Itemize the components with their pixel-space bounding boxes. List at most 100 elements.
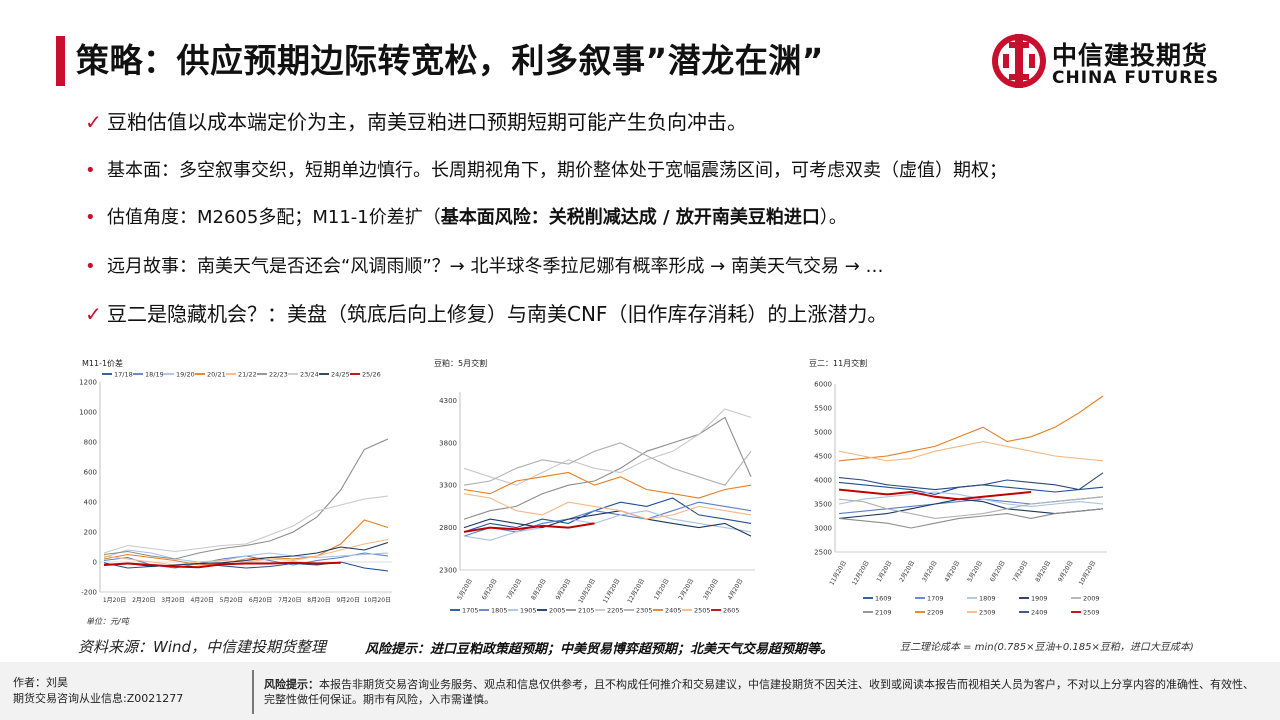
y-tick-label: 5000 xyxy=(814,429,832,437)
legend-label: 2009 xyxy=(1083,595,1100,603)
bullet-item: • 远月故事：南美天气是否还会“风调雨顺”？→ 北半球冬季拉尼娜有概率形成 → 南… xyxy=(85,252,884,278)
series-line-1909 xyxy=(838,498,1104,519)
bullet-item: ✓ 豆二是隐藏机会？：美盘（筑底后向上修复）与南美CNF（旧作库存消耗）的上涨潜力… xyxy=(85,298,887,327)
legend-label: 18/19 xyxy=(145,371,164,379)
legend-label: 21/22 xyxy=(238,371,257,379)
series-line-2409 xyxy=(838,472,1104,491)
y-tick-label: 1000 xyxy=(79,409,97,417)
series-line-2509 xyxy=(838,488,1032,501)
x-tick-label: 7月20日 xyxy=(278,597,301,604)
logo-english-name: CHINA FUTURES xyxy=(1052,68,1220,88)
x-tick-label: 12月20日 xyxy=(626,578,646,605)
bullet-dot-icon: • xyxy=(85,256,96,277)
unit-note: 单位：元/吨 xyxy=(86,617,130,626)
legend-label: 2109 xyxy=(875,609,892,617)
bullet-item: ✓ 豆粕估值以成本端定价为主，南美豆粕进口预期短期可能产生负向冲击。 xyxy=(85,106,747,135)
x-tick-label: 7月20日 xyxy=(505,578,523,602)
series-line-21-22 xyxy=(103,538,389,566)
y-tick-label: 200 xyxy=(84,529,97,537)
x-tick-label: 3月20日 xyxy=(921,560,939,584)
chart-title: 豆二：11月交割 xyxy=(809,358,867,368)
formula-note: 豆二理论成本 = min(0.785×豆油+0.185×豆粕，进口大豆成本) xyxy=(900,642,1194,653)
x-tick-label: 2月20日 xyxy=(898,560,916,584)
risk-note: 风险提示：进口豆粕政策超预期；中美贸易博弈超预期；北美天气交易超预期等。 xyxy=(365,642,834,657)
y-tick-label: 800 xyxy=(84,439,97,447)
legend-label: 1709 xyxy=(927,595,944,603)
y-tick-label: 4500 xyxy=(814,453,832,461)
series-line-1705 xyxy=(463,497,752,533)
logo-chinese-name: 中信建投期货 xyxy=(1052,41,1209,70)
bullet-text: 估值角度：M2605多配；M11-1价差扩（ xyxy=(107,207,441,228)
x-tick-label: 10月20日 xyxy=(577,578,597,605)
series-line-2605 xyxy=(463,522,595,533)
y-tick-label: 0 xyxy=(93,559,97,567)
footer-author: 作者：刘昊 xyxy=(13,676,68,689)
legend-label: 2509 xyxy=(1083,609,1100,617)
bullet-item: • 基本面：多空叙事交织，短期单边慎行。长周期视角下，期价整体处于宽幅震荡区间，可… xyxy=(85,156,1007,182)
footer-risk: 风险提示：本报告非期货交易咨询业务服务、观点和信息仅供参考，且不构成任何推介和交… xyxy=(264,677,1254,707)
bullet-dot-icon: • xyxy=(85,160,96,181)
series-line-2205 xyxy=(463,408,752,486)
x-tick-label: 5月20日 xyxy=(456,578,474,602)
legend-label: 24/25 xyxy=(331,371,350,379)
x-tick-label: 3月20日 xyxy=(702,578,720,602)
x-tick-label: 10月20日 xyxy=(1078,560,1098,587)
bullet-item: • 估值角度：M2605多配；M11-1价差扩（基本面风险：关税削减达成 / 放开… xyxy=(85,203,847,229)
y-tick-label: 3800 xyxy=(439,439,457,447)
legend-label: 2005 xyxy=(549,607,566,615)
footer-divider xyxy=(252,670,254,714)
legend-label: 1809 xyxy=(979,595,996,603)
chart-svg: 豆粕：5月交割 4300 3800 3300 2800 2300 5月20日 6月20日 7月2… xyxy=(434,358,755,615)
series-line-2505 xyxy=(463,493,752,520)
bullet-text-bold: 基本面风险：关税削减达成 / 放开南美豆粕进口 xyxy=(440,207,820,228)
x-tick-label: 11月20日 xyxy=(828,560,848,587)
y-tick-label: 2300 xyxy=(439,567,457,575)
series-line-24-25 xyxy=(103,541,389,568)
x-tick-label: 1月20日 xyxy=(653,578,671,602)
x-tick-label: 6月20日 xyxy=(481,578,499,602)
series-line-2405 xyxy=(463,471,752,499)
legend-label: 17/18 xyxy=(114,371,133,379)
legend-label: 2605 xyxy=(723,607,740,615)
y-tick-label: 6000 xyxy=(814,381,832,389)
x-tick-label: 9月20日 xyxy=(555,578,573,602)
footer-risk-label: 风险提示： xyxy=(264,678,319,691)
series-line-23-24 xyxy=(103,495,389,554)
x-tick-label: 3月20日 xyxy=(161,597,184,604)
series-line-1809 xyxy=(838,491,1104,507)
legend-label: 2409 xyxy=(1031,609,1048,617)
series-line-19-20 xyxy=(103,549,389,563)
y-tick-label: 5500 xyxy=(814,405,832,413)
legend-label: 2305 xyxy=(636,607,653,615)
x-tick-label: 6月20日 xyxy=(989,560,1007,584)
footer-bar xyxy=(0,662,1280,720)
x-tick-label: 2月20日 xyxy=(132,597,155,604)
legend-label: 1909 xyxy=(1031,595,1048,603)
page-title: 策略：供应预期边际转宽松，利多叙事”潜龙在渊” xyxy=(76,41,824,80)
legend-label: 2405 xyxy=(665,607,682,615)
legend-label: 2209 xyxy=(927,609,944,617)
series-line-2009 xyxy=(838,496,1104,519)
legend-label: 1805 xyxy=(491,607,508,615)
x-tick-label: 1月20日 xyxy=(103,597,126,604)
series-line-2109 xyxy=(838,508,1104,529)
x-tick-label: 1月20日 xyxy=(876,560,894,584)
y-tick-label: 3000 xyxy=(814,525,832,533)
y-tick-label: 2800 xyxy=(439,524,457,532)
x-tick-label: 2月20日 xyxy=(677,578,695,602)
x-tick-label: 4月20日 xyxy=(190,597,213,604)
bullet-text: 远月故事：南美天气是否还会“风调雨顺”？→ 北半球冬季拉尼娜有概率形成 → 南美… xyxy=(107,256,884,277)
y-tick-label: 4300 xyxy=(439,397,457,405)
x-tick-label: 4月20日 xyxy=(727,578,745,602)
legend-label: 23/24 xyxy=(300,371,319,379)
bullet-text: 基本面：多空叙事交织，短期单边慎行。长周期视角下，期价整体处于宽幅震荡区间，可考… xyxy=(107,160,1007,181)
x-tick-label: 10月20日 xyxy=(364,597,391,604)
legend-label: 20/21 xyxy=(207,371,226,379)
x-tick-label: 5月20日 xyxy=(220,597,243,604)
x-tick-label: 8月20日 xyxy=(307,597,330,604)
series-line-2309 xyxy=(838,441,1104,462)
y-tick-label: 600 xyxy=(84,469,97,477)
series-line-25-26 xyxy=(103,561,341,569)
legend-label: 2309 xyxy=(979,609,996,617)
legend-label: 1705 xyxy=(462,607,479,615)
